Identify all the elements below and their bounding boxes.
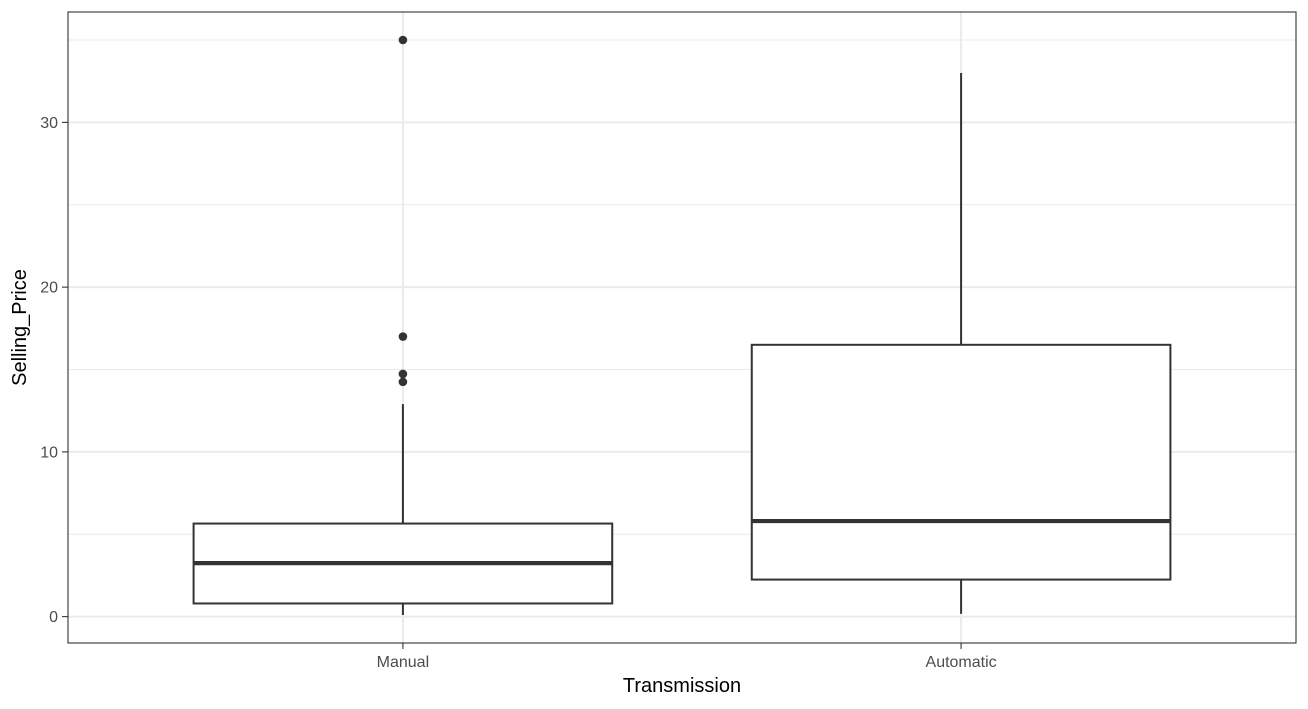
outlier-point [398,332,408,341]
outlier-point [398,369,408,379]
box-automatic [750,72,1172,614]
y-tick-label: 10 [40,444,58,461]
box-manual [192,35,614,615]
y-tick-label: 0 [49,609,58,626]
x-tick-label: Manual [377,654,429,671]
x-axis-title: Transmission [623,675,741,697]
box-iqr [750,343,1172,581]
axes: 0 10 20 30 Manual Automatic [40,115,996,671]
panel-border [67,11,1297,644]
y-tick-label: 30 [40,115,58,132]
x-tick-label: Automatic [926,654,997,671]
outlier-point [398,35,408,45]
y-tick-label: 20 [40,280,58,297]
boxes [192,35,1172,615]
y-axis-title: Selling_Price [9,269,31,386]
outlier-point [398,377,408,387]
